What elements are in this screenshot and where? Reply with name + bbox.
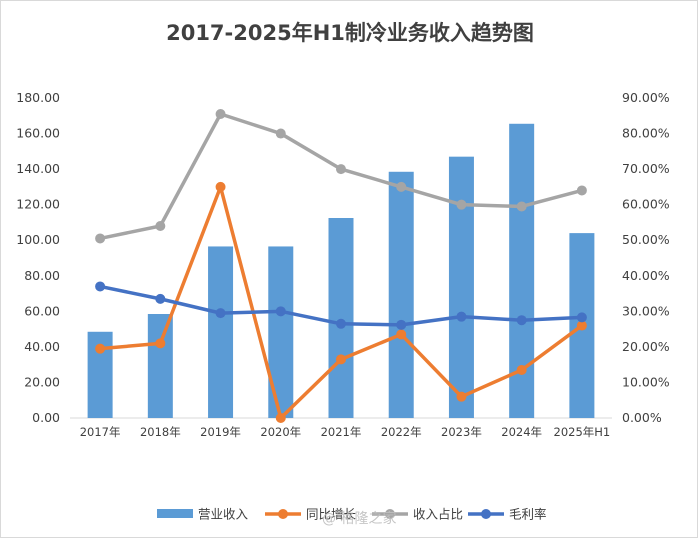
- axes: 0.00 20.00 40.00 60.00 80.00 100.00 120.00 140.…: [16, 90, 670, 439]
- y-left-tick-label: 120.00: [16, 197, 60, 212]
- legend-label: 毛利率: [509, 507, 547, 522]
- y-left-tick-label: 20.00: [24, 374, 60, 389]
- x-tick-label: 2017年: [80, 425, 121, 439]
- y-right-tick-label: 60.00%: [622, 197, 670, 212]
- y-right-tick-label: 40.00%: [622, 268, 670, 283]
- line-point: [576, 312, 587, 323]
- line-point: [456, 311, 467, 322]
- y-left-tick-label: 40.00: [24, 339, 60, 354]
- x-tick-label: 2018年: [140, 425, 181, 439]
- y-left-tick-label: 60.00: [24, 303, 60, 318]
- bar: [388, 171, 414, 418]
- line-point: [336, 318, 346, 329]
- y-right-tick-label: 90.00%: [622, 90, 670, 105]
- legend-marker: [385, 509, 395, 519]
- y-right-tick-label: 30.00%: [622, 303, 670, 318]
- legend-marker: [278, 509, 288, 519]
- y-left-tick-label: 0.00: [32, 410, 60, 425]
- line-point: [95, 343, 106, 354]
- line-point: [275, 413, 286, 423]
- line-point: [95, 233, 106, 244]
- y-left-tick-label: 160.00: [16, 126, 60, 141]
- legend-swatch: [157, 509, 193, 518]
- y-right-tick-label: 70.00%: [622, 161, 670, 176]
- line-point: [576, 320, 587, 331]
- y-right-tick-label: 10.00%: [622, 374, 670, 389]
- y-right-tick-label: 0.00%: [622, 410, 662, 425]
- bar: [147, 314, 173, 418]
- line-point: [215, 109, 226, 119]
- y-left-tick-label: 140.00: [16, 161, 60, 176]
- bar: [328, 218, 354, 418]
- line-point: [155, 221, 166, 231]
- x-tick-label: 2020年: [260, 425, 301, 439]
- bar-series: [87, 123, 595, 419]
- x-tick-label: 2021年: [321, 425, 362, 439]
- chart-title: 2017-2025年H1制冷业务收入趋势图: [166, 21, 534, 45]
- y-right-tick-label: 20.00%: [622, 339, 670, 354]
- line-point: [155, 293, 166, 304]
- line-point: [215, 181, 226, 192]
- y-left-tick-label: 100.00: [16, 232, 60, 247]
- x-tick-label: 2023年: [441, 425, 482, 439]
- x-tick-label: 2025年H1: [554, 425, 611, 439]
- legend-label: 营业收入: [198, 507, 249, 522]
- line-point: [155, 338, 166, 349]
- watermark-text: @ 格隆之家: [322, 510, 396, 527]
- line-point: [456, 199, 467, 210]
- line-series: [95, 109, 587, 423]
- line-point: [456, 391, 467, 402]
- line-point: [516, 315, 527, 326]
- line-point: [336, 164, 346, 175]
- line-point: [396, 181, 407, 192]
- x-tick-label: 2019年: [200, 425, 241, 439]
- line-point: [516, 365, 527, 375]
- legend: 营业收入 同比增长 收入占比 毛利率: [157, 507, 547, 522]
- y-left-tick-label: 80.00: [24, 268, 60, 283]
- line-point: [275, 306, 286, 317]
- y-right-tick-label: 80.00%: [622, 126, 670, 141]
- bar: [448, 156, 474, 418]
- line-point: [275, 128, 286, 139]
- bar: [268, 246, 294, 418]
- y-left-tick-label: 180.00: [16, 90, 60, 105]
- legend-label: 同比增长: [306, 507, 357, 522]
- x-tick-label: 2022年: [381, 425, 422, 439]
- line-point: [516, 201, 527, 212]
- x-tick-label: 2024年: [501, 425, 542, 439]
- line-point: [396, 319, 407, 330]
- line-point: [95, 281, 106, 292]
- line-point: [215, 308, 226, 319]
- y-right-tick-label: 50.00%: [622, 232, 670, 247]
- legend-marker: [481, 509, 491, 519]
- line-point: [576, 185, 587, 196]
- line-point: [336, 354, 346, 365]
- bar: [208, 246, 234, 418]
- legend-label: 收入占比: [413, 507, 463, 522]
- line-point: [396, 329, 407, 340]
